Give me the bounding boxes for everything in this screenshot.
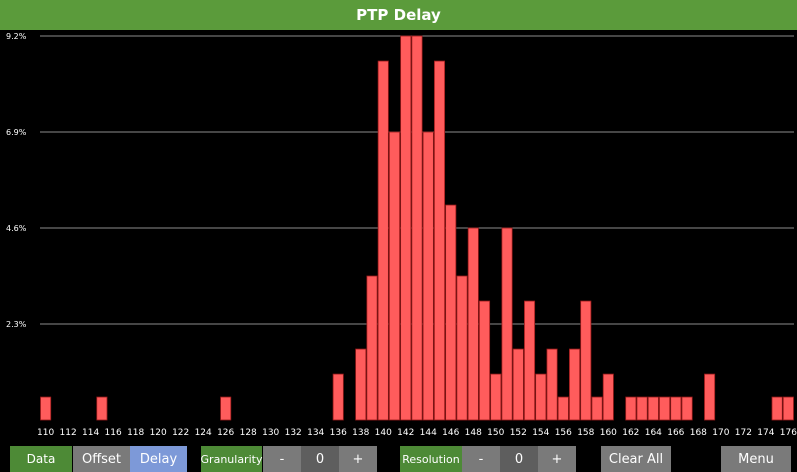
x-tick-label: 128 bbox=[240, 428, 257, 438]
page-title: PTP Delay bbox=[356, 6, 441, 24]
clear-all-button[interactable]: Clear All bbox=[601, 446, 671, 472]
x-tick-label: 120 bbox=[150, 428, 167, 438]
histogram-bar bbox=[96, 396, 108, 421]
y-tick-label: 4.6% bbox=[6, 224, 27, 233]
histogram-bar bbox=[40, 396, 52, 421]
x-tick-label: 112 bbox=[60, 428, 77, 438]
x-tick-label: 148 bbox=[465, 428, 482, 438]
granularity-label: Granularity bbox=[201, 446, 262, 472]
histogram-bar bbox=[512, 348, 524, 421]
menu-button[interactable]: Menu bbox=[721, 446, 791, 472]
histogram-bar bbox=[535, 373, 547, 421]
x-tick-label: 162 bbox=[622, 428, 639, 438]
x-tick-label: 138 bbox=[352, 428, 369, 438]
resolution-plus-button[interactable]: + bbox=[538, 446, 576, 472]
histogram-bar bbox=[422, 131, 434, 421]
histogram-bar bbox=[681, 396, 693, 421]
x-tick-label: 156 bbox=[555, 428, 572, 438]
histogram-bar bbox=[456, 275, 468, 421]
histogram-bar bbox=[625, 396, 637, 421]
histogram-bar bbox=[557, 396, 569, 421]
histogram-bar bbox=[388, 131, 401, 421]
histogram-bar bbox=[433, 60, 446, 421]
y-tick-label: 6.9% bbox=[6, 128, 27, 137]
histogram-bar bbox=[377, 60, 389, 421]
histogram-bar bbox=[771, 396, 783, 421]
x-tick-label: 160 bbox=[600, 428, 617, 438]
histogram-bar bbox=[524, 300, 536, 421]
resolution-label: Resolution bbox=[400, 446, 462, 472]
x-tick-label: 126 bbox=[217, 428, 234, 438]
x-tick-label: 110 bbox=[37, 428, 54, 438]
histogram-bar bbox=[670, 396, 682, 421]
x-tick-label: 142 bbox=[397, 428, 414, 438]
histogram-bar bbox=[546, 348, 558, 421]
histogram-bar bbox=[580, 300, 592, 421]
histogram-bar bbox=[478, 300, 491, 421]
histogram-bar bbox=[569, 348, 581, 421]
y-tick-label: 2.3% bbox=[6, 320, 27, 329]
bottom-toolbar: Data Offset Delay Granularity - 0 + Reso… bbox=[0, 446, 797, 472]
histogram-bar bbox=[602, 373, 614, 421]
x-tick-label: 152 bbox=[510, 428, 527, 438]
granularity-value: 0 bbox=[301, 446, 339, 472]
x-tick-label: 118 bbox=[127, 428, 144, 438]
x-tick-label: 134 bbox=[307, 428, 324, 438]
x-tick-label: 140 bbox=[375, 428, 392, 438]
x-tick-label: 170 bbox=[712, 428, 729, 438]
histogram-chart: 2.3% 4.6% 6.9% 9.2% 110 112 114 116 118 120 122 12… bbox=[0, 30, 797, 445]
chart-canvas: 2.3% 4.6% 6.9% 9.2% 110 112 114 116 118 120 122 12… bbox=[6, 32, 797, 438]
x-tick-label: 176 bbox=[780, 428, 797, 438]
histogram-bar bbox=[636, 396, 648, 421]
resolution-value: 0 bbox=[500, 446, 538, 472]
histogram-bar bbox=[501, 227, 513, 421]
histogram-bar bbox=[355, 348, 367, 421]
y-tick-label: 9.2% bbox=[6, 32, 27, 41]
x-tick-label: 116 bbox=[105, 428, 122, 438]
histogram-bar bbox=[445, 204, 457, 421]
x-tick-label: 146 bbox=[442, 428, 459, 438]
x-tick-label: 130 bbox=[262, 428, 279, 438]
title-bar: PTP Delay bbox=[0, 0, 797, 30]
x-tick-label: 144 bbox=[420, 428, 437, 438]
tab-delay[interactable]: Delay bbox=[130, 446, 187, 472]
histogram-bar bbox=[467, 227, 479, 421]
tab-offset[interactable]: Offset bbox=[73, 446, 130, 472]
histogram-bar bbox=[591, 396, 603, 421]
x-tick-label: 158 bbox=[577, 428, 594, 438]
x-tick-label: 124 bbox=[195, 428, 212, 438]
x-tick-label: 166 bbox=[667, 428, 684, 438]
x-tick-label: 122 bbox=[172, 428, 189, 438]
x-tick-label: 174 bbox=[757, 428, 774, 438]
histogram-bar bbox=[490, 373, 502, 421]
x-tick-label: 168 bbox=[690, 428, 707, 438]
histogram-bar bbox=[647, 396, 659, 421]
histogram-bar bbox=[659, 396, 671, 421]
resolution-minus-button[interactable]: - bbox=[462, 446, 500, 472]
x-tick-label: 154 bbox=[532, 428, 549, 438]
histogram-bar bbox=[704, 373, 716, 421]
x-tick-label: 150 bbox=[487, 428, 504, 438]
histogram-bar bbox=[400, 35, 412, 421]
granularity-minus-button[interactable]: - bbox=[263, 446, 301, 472]
granularity-plus-button[interactable]: + bbox=[339, 446, 377, 472]
x-tick-label: 132 bbox=[285, 428, 302, 438]
x-tick-label: 114 bbox=[82, 428, 99, 438]
x-tick-label: 136 bbox=[330, 428, 347, 438]
x-tick-label: 172 bbox=[735, 428, 752, 438]
histogram-bar bbox=[366, 275, 378, 421]
histogram-bar bbox=[411, 35, 423, 421]
histogram-bar bbox=[220, 396, 232, 421]
histogram-bar bbox=[332, 373, 344, 421]
histogram-bar bbox=[782, 396, 794, 421]
x-tick-label: 164 bbox=[645, 428, 662, 438]
data-button[interactable]: Data bbox=[10, 446, 72, 472]
